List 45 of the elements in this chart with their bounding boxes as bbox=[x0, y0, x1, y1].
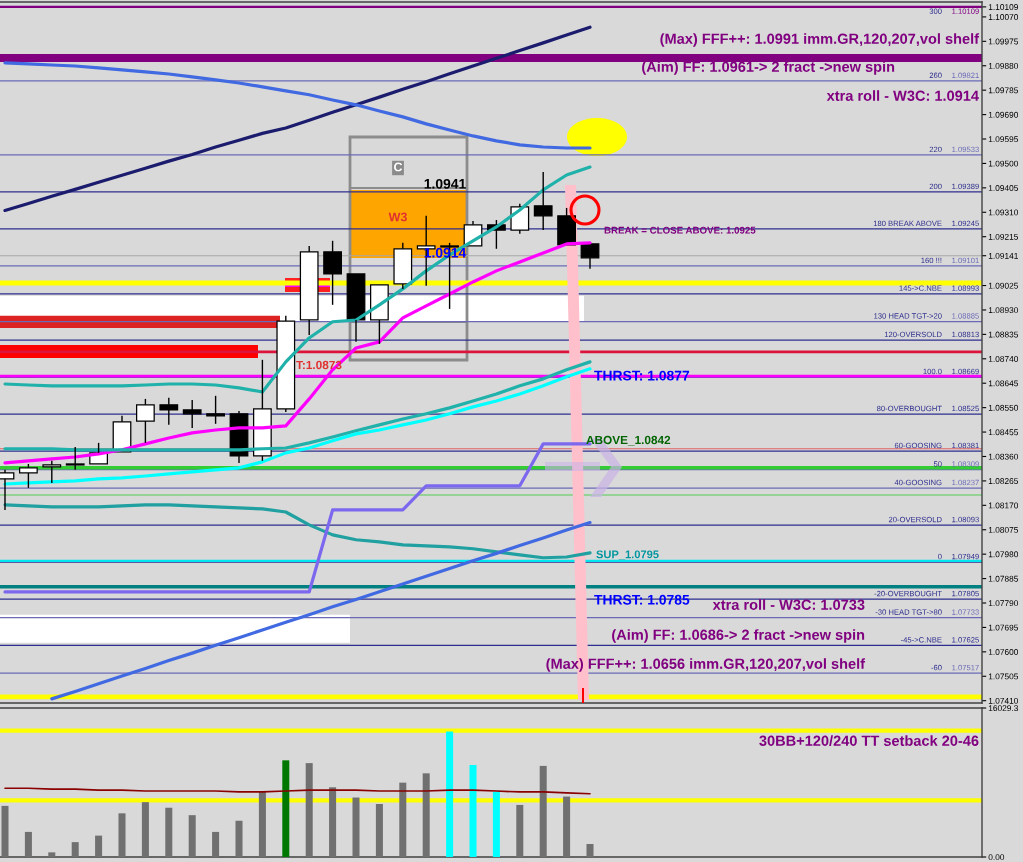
text: (Aim) FF: 1.0961-> 2 fract ->new spin bbox=[642, 61, 895, 75]
y-tick-label: 1.08075 bbox=[988, 526, 1019, 533]
annotation: 1.0941 bbox=[424, 178, 466, 189]
text: (Max) FFF++: 1.0991 imm.GR,120,207,vol shelf bbox=[660, 33, 980, 47]
y-tick-label: 1.09785 bbox=[988, 87, 1019, 94]
y-tick-label: 1.09405 bbox=[988, 185, 1019, 191]
y-tick-label: 1.09690 bbox=[988, 111, 1019, 118]
y-tick-label: 1.08740 bbox=[988, 356, 1019, 362]
y-tick-label: 1.09215 bbox=[988, 233, 1019, 240]
y-tick-label: 1.07600 bbox=[988, 649, 1019, 655]
y-tick-label: 1.08835 bbox=[988, 331, 1019, 338]
text: xtra roll - W3C: 1.0914 bbox=[826, 90, 979, 101]
y-tick-label: 1.08645 bbox=[988, 380, 1019, 387]
text: xtra roll - W3C: 1.0733 bbox=[712, 599, 865, 610]
y-tick-label: 0.00 bbox=[988, 854, 1005, 861]
annotation: C bbox=[394, 162, 403, 172]
y-tick-label: 1.09025 bbox=[988, 282, 1019, 289]
y-tick-label: 1.09880 bbox=[988, 62, 1019, 69]
y-tick-label: 1.08360 bbox=[988, 453, 1019, 460]
y-tick-label: 1.09500 bbox=[988, 160, 1019, 167]
y-tick-label: 1.08930 bbox=[988, 307, 1019, 314]
y-tick-label: 1.08550 bbox=[988, 404, 1019, 411]
annotation: (Max) FFF++: 1.0656 imm.GR,120,207,vol shelf bbox=[546, 658, 866, 672]
y-tick-label: 1.07695 bbox=[988, 624, 1019, 631]
y-tick-label: 1.09141 bbox=[988, 252, 1018, 259]
y-tick-label: 1.07980 bbox=[988, 551, 1019, 558]
text: (Aim) FF: 1.0686-> 2 fract ->new spin bbox=[612, 629, 865, 643]
y-tick-label: 1.07790 bbox=[988, 600, 1019, 607]
y-tick-label: 1.09975 bbox=[988, 38, 1019, 45]
y-tick-label: 1.09595 bbox=[988, 136, 1019, 143]
y-tick-label: 1.08455 bbox=[988, 429, 1019, 436]
y-tick-label: 1.07505 bbox=[988, 673, 1019, 680]
y-tick-label: 1.09310 bbox=[988, 209, 1019, 216]
y-tick-label: 1.08170 bbox=[988, 502, 1019, 509]
annotation: SUP_1.0795 bbox=[596, 550, 659, 560]
text: ABOVE_1.0842 bbox=[586, 435, 671, 446]
annotation: THRST: 1.0877 bbox=[594, 370, 690, 381]
y-tick-label: 1.08265 bbox=[988, 478, 1019, 484]
text: 30BB+120/240 TT setback 20-46 bbox=[759, 735, 979, 747]
y-tick-label: 1.07885 bbox=[988, 575, 1019, 582]
y-tick-label: 1.07410 bbox=[988, 697, 1019, 704]
y-tick-label: 1.10109 bbox=[988, 4, 1018, 10]
annotation: W3 bbox=[388, 212, 407, 222]
y-tick-label: 16029.3 bbox=[988, 705, 1019, 712]
y-tick-label: 1.10070 bbox=[988, 14, 1019, 21]
